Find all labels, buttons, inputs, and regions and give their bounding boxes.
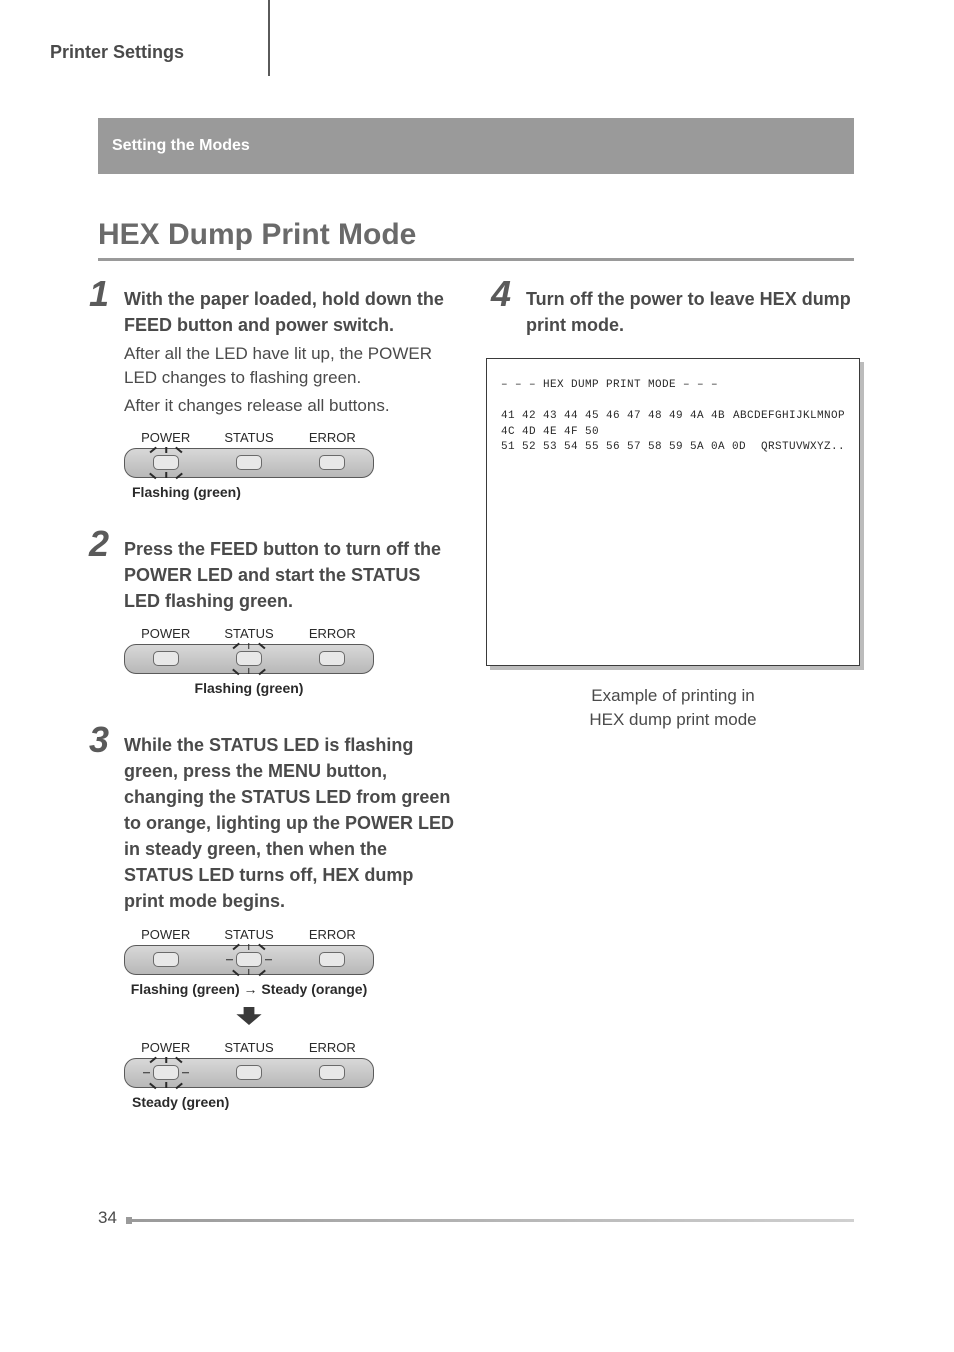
step-1-body: With the paper loaded, hold down the FEE…	[124, 276, 458, 506]
led-label-power: POWER	[124, 927, 207, 942]
down-arrow-icon	[124, 1005, 374, 1032]
led-label-status: STATUS	[207, 927, 290, 942]
step-3-caption-b: Steady (green)	[132, 1094, 458, 1110]
led-label-power: POWER	[124, 1040, 207, 1055]
step-2-caption: Flashing (green)	[124, 680, 374, 696]
step-3-number: 3	[84, 722, 114, 1116]
step-2: 2 Press the FEED button to turn off the …	[84, 526, 458, 702]
step-3-body: While the STATUS LED is flashing green, …	[124, 722, 458, 1116]
header-title: Printer Settings	[50, 42, 184, 63]
error-led	[319, 651, 345, 666]
power-led-flashing	[153, 455, 179, 470]
hex-dump-printout: – – – HEX DUMP PRINT MODE – – – 41 42 43…	[486, 358, 860, 666]
led-bar	[124, 448, 374, 478]
error-led	[319, 455, 345, 470]
led-label-error: ERROR	[291, 626, 374, 641]
power-led	[153, 651, 179, 666]
led-label-status: STATUS	[207, 1040, 290, 1055]
status-led-flashing-burst	[236, 952, 262, 967]
step-1-bold: With the paper loaded, hold down the FEE…	[124, 286, 458, 338]
printout-row: 51 52 53 54 55 56 57 58 59 5A 0A 0D QRST…	[501, 440, 845, 455]
printout-ascii: QRSTUVWXYZ..	[761, 440, 845, 455]
led-label-status: STATUS	[207, 430, 290, 445]
printout-row: 41 42 43 44 45 46 47 48 49 4A 4B 4C 4D 4…	[501, 409, 845, 440]
step-3-figure-b: POWER STATUS ERROR Steady (green)	[124, 1040, 458, 1110]
step-3-bold: While the STATUS LED is flashing green, …	[124, 732, 458, 915]
right-column: 4 Turn off the power to leave HEX dump p…	[486, 276, 860, 1136]
content-columns: 1 With the paper loaded, hold down the F…	[84, 276, 860, 1136]
power-led	[153, 952, 179, 967]
step-4-number: 4	[486, 276, 516, 338]
led-label-status: STATUS	[207, 626, 290, 641]
step-1-plain2: After it changes release all buttons.	[124, 394, 458, 418]
section-bar: Setting the Modes	[98, 118, 854, 174]
step-2-figure: POWER STATUS ERROR Flashing (green)	[124, 626, 458, 696]
led-label-error: ERROR	[291, 1040, 374, 1055]
printout-hex: 41 42 43 44 45 46 47 48 49 4A 4B 4C 4D 4…	[501, 409, 733, 440]
status-led-flashing	[236, 651, 262, 666]
led-label-error: ERROR	[291, 430, 374, 445]
printout-hex: 51 52 53 54 55 56 57 58 59 5A 0A 0D	[501, 440, 746, 455]
step-1: 1 With the paper loaded, hold down the F…	[84, 276, 458, 506]
step-3-caption-a: Flashing (green) → Steady (orange)	[124, 981, 374, 997]
led-bar	[124, 945, 374, 975]
led-label-power: POWER	[124, 626, 207, 641]
led-label-power: POWER	[124, 430, 207, 445]
power-led-steady-burst	[153, 1065, 179, 1080]
step-2-number: 2	[84, 526, 114, 702]
step-2-body: Press the FEED button to turn off the PO…	[124, 526, 458, 702]
main-title: HEX Dump Print Mode	[98, 218, 854, 261]
printout-ascii: ABCDEFGHIJKLMNOP	[733, 409, 845, 440]
step-3: 3 While the STATUS LED is flashing green…	[84, 722, 458, 1116]
example-caption: Example of printing in HEX dump print mo…	[486, 684, 860, 732]
step-1-plain1: After all the LED have lit up, the POWER…	[124, 342, 458, 390]
header-divider	[268, 0, 270, 76]
led-label-error: ERROR	[291, 927, 374, 942]
step-1-caption: Flashing (green)	[132, 484, 458, 500]
led-bar	[124, 1058, 374, 1088]
led-bar	[124, 644, 374, 674]
error-led	[319, 1065, 345, 1080]
step-4-bold: Turn off the power to leave HEX dump pri…	[526, 286, 860, 338]
status-led	[236, 455, 262, 470]
printout-title: – – – HEX DUMP PRINT MODE – – –	[501, 379, 845, 391]
step-4: 4 Turn off the power to leave HEX dump p…	[486, 276, 860, 338]
error-led	[319, 952, 345, 967]
step-1-number: 1	[84, 276, 114, 506]
step-4-body: Turn off the power to leave HEX dump pri…	[526, 276, 860, 338]
example-caption-l2: HEX dump print mode	[486, 708, 860, 732]
step-2-bold: Press the FEED button to turn off the PO…	[124, 536, 458, 614]
page-footer-line	[126, 1219, 854, 1222]
step-3-figure-a: POWER STATUS ERROR Flashing (green) → St…	[124, 927, 458, 997]
status-led	[236, 1065, 262, 1080]
page-number: 34	[98, 1208, 117, 1228]
left-column: 1 With the paper loaded, hold down the F…	[84, 276, 458, 1136]
step-1-figure: POWER STATUS ERROR Flashing (green)	[124, 430, 458, 500]
example-caption-l1: Example of printing in	[486, 684, 860, 708]
